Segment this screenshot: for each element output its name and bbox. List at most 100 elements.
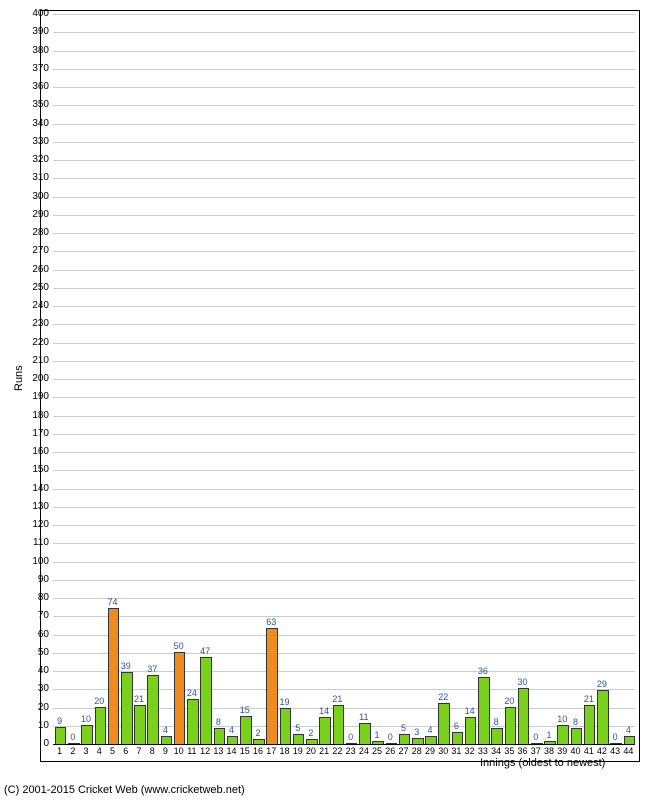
bar-value-label: 22 [438,693,448,702]
xtick-label: 36 [518,747,528,756]
bar [597,690,609,744]
gridline [53,470,635,471]
bar-value-label: 47 [200,647,210,656]
bar-value-label: 30 [518,678,528,687]
xtick-label: 24 [359,747,369,756]
bar-value-label: 20 [94,697,104,706]
ytick-label: 50 [23,648,49,658]
bar-value-label: 5 [295,724,300,733]
ytick-label: 20 [23,703,49,713]
gridline [53,434,635,435]
xtick-label: 44 [623,747,633,756]
bar [544,741,556,744]
bar [174,652,186,744]
ytick-label: 270 [23,246,49,256]
gridline [53,416,635,417]
bar [452,732,464,744]
xtick-label: 40 [570,747,580,756]
ytick-label: 120 [23,520,49,530]
xtick-label: 15 [240,747,250,756]
xtick-label: 7 [136,747,141,756]
bar [68,743,80,744]
ytick-label: 60 [23,630,49,640]
bar-value-label: 2 [256,729,261,738]
gridline [53,689,635,690]
bar-value-label: 8 [573,718,578,727]
bar [505,707,517,745]
gridline [53,361,635,362]
bar-value-label: 39 [121,662,131,671]
ytick-label: 240 [23,301,49,311]
ytick-label: 150 [23,465,49,475]
gridline [53,270,635,271]
gridline [53,124,635,125]
bar-value-label: 0 [533,733,538,742]
xtick-label: 12 [200,747,210,756]
bar [108,608,120,744]
bar [319,717,331,744]
bar-value-label: 14 [319,707,329,716]
ytick-label: 80 [23,593,49,603]
bar-value-label: 5 [401,724,406,733]
bar-value-label: 19 [279,698,289,707]
xtick-label: 17 [266,747,276,756]
xtick-label: 37 [531,747,541,756]
bar-value-label: 21 [134,695,144,704]
gridline [53,562,635,563]
xtick-label: 43 [610,747,620,756]
gridline [53,580,635,581]
bar-value-label: 2 [308,729,313,738]
gridline [53,324,635,325]
bar [333,705,345,744]
bar [465,717,477,744]
gridline [53,215,635,216]
gridline [53,142,635,143]
bar [438,703,450,744]
gridline [53,525,635,526]
gridline [53,306,635,307]
gridline [53,397,635,398]
gridline [53,452,635,453]
ytick-label: 0 [23,739,49,749]
xtick-label: 33 [478,747,488,756]
bar-value-label: 1 [547,731,552,740]
ytick-label: 210 [23,356,49,366]
bar-value-label: 63 [266,618,276,627]
bar-value-label: 37 [147,665,157,674]
ytick-label: 200 [23,374,49,384]
xtick-label: 27 [399,747,409,756]
ytick-label: 330 [23,137,49,147]
bar-value-label: 0 [388,733,393,742]
x-axis-title: Innings (oldest to newest) [480,757,605,769]
bar [425,736,437,744]
ytick-label: 190 [23,392,49,402]
ytick-label: 280 [23,228,49,238]
footer-copyright: (C) 2001-2015 Cricket Web (www.cricketwe… [4,784,245,796]
bar-value-label: 20 [504,697,514,706]
ytick-label: 310 [23,173,49,183]
bar [266,628,278,744]
ytick-label: 390 [23,27,49,37]
gridline [53,543,635,544]
ytick-label: 40 [23,666,49,676]
xtick-label: 6 [123,747,128,756]
bar [372,741,384,744]
bar [253,739,265,744]
ytick-label: 400 [23,9,49,19]
xtick-label: 13 [213,747,223,756]
xtick-label: 38 [544,747,554,756]
xtick-label: 3 [84,747,89,756]
ytick-label: 100 [23,557,49,567]
ytick-label: 340 [23,119,49,129]
xtick-label: 32 [465,747,475,756]
bar-value-label: 0 [613,733,618,742]
ytick-label: 300 [23,192,49,202]
bar [399,734,411,744]
bar [610,743,622,744]
bar-value-label: 4 [163,726,168,735]
bar-value-label: 8 [216,718,221,727]
bar-value-label: 3 [414,728,419,737]
bar-value-label: 6 [454,722,459,731]
gridline [53,671,635,672]
ytick-label: 170 [23,429,49,439]
